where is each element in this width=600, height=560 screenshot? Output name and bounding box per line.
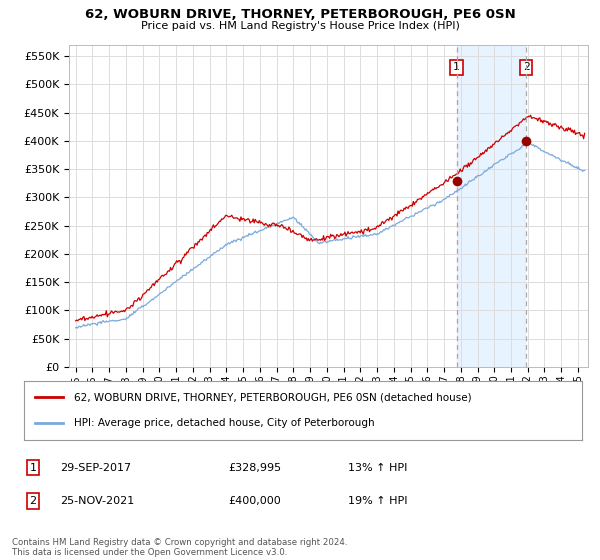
Text: 62, WOBURN DRIVE, THORNEY, PETERBOROUGH, PE6 0SN: 62, WOBURN DRIVE, THORNEY, PETERBOROUGH,… [85, 8, 515, 21]
Text: 62, WOBURN DRIVE, THORNEY, PETERBOROUGH, PE6 0SN (detached house): 62, WOBURN DRIVE, THORNEY, PETERBOROUGH,… [74, 392, 472, 402]
Text: Price paid vs. HM Land Registry's House Price Index (HPI): Price paid vs. HM Land Registry's House … [140, 21, 460, 31]
Text: 2: 2 [523, 62, 529, 72]
Text: 13% ↑ HPI: 13% ↑ HPI [348, 463, 407, 473]
Text: HPI: Average price, detached house, City of Peterborough: HPI: Average price, detached house, City… [74, 418, 375, 428]
Text: 1: 1 [453, 62, 460, 72]
Text: £328,995: £328,995 [228, 463, 281, 473]
Text: 25-NOV-2021: 25-NOV-2021 [60, 496, 134, 506]
Text: 1: 1 [29, 463, 37, 473]
Text: Contains HM Land Registry data © Crown copyright and database right 2024.
This d: Contains HM Land Registry data © Crown c… [12, 538, 347, 557]
Text: 29-SEP-2017: 29-SEP-2017 [60, 463, 131, 473]
Text: 19% ↑ HPI: 19% ↑ HPI [348, 496, 407, 506]
Text: £400,000: £400,000 [228, 496, 281, 506]
Text: 2: 2 [29, 496, 37, 506]
